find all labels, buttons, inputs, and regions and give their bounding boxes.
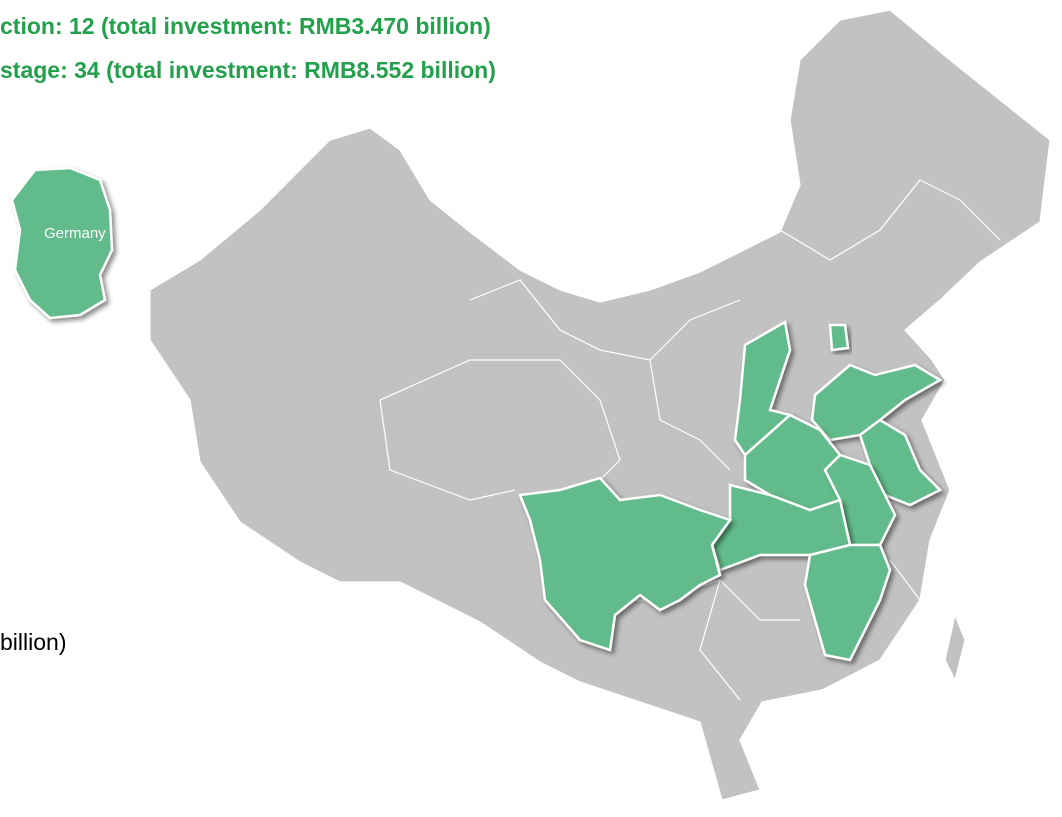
sichuan: [518, 476, 733, 652]
province-border: [469, 279, 741, 361]
province-border: [379, 359, 621, 481]
china-map: [10, 9, 1051, 801]
province-border: [649, 359, 731, 471]
province-border: [699, 579, 741, 701]
province-border: [889, 559, 921, 601]
jiangxi: [803, 543, 892, 662]
beijing: [828, 323, 850, 352]
germany: [10, 166, 114, 320]
header-line: stage: 34 (total investment: RMB8.552 bi…: [0, 57, 496, 83]
province-border: [379, 399, 516, 501]
header-line: ction: 12 (total investment: RMB3.470 bi…: [0, 13, 491, 39]
province-border: [779, 179, 1001, 261]
inset-label: Germany: [44, 225, 106, 242]
side-text: billion): [0, 629, 66, 655]
taiwan: [944, 612, 966, 682]
china-outline: [149, 9, 1051, 801]
